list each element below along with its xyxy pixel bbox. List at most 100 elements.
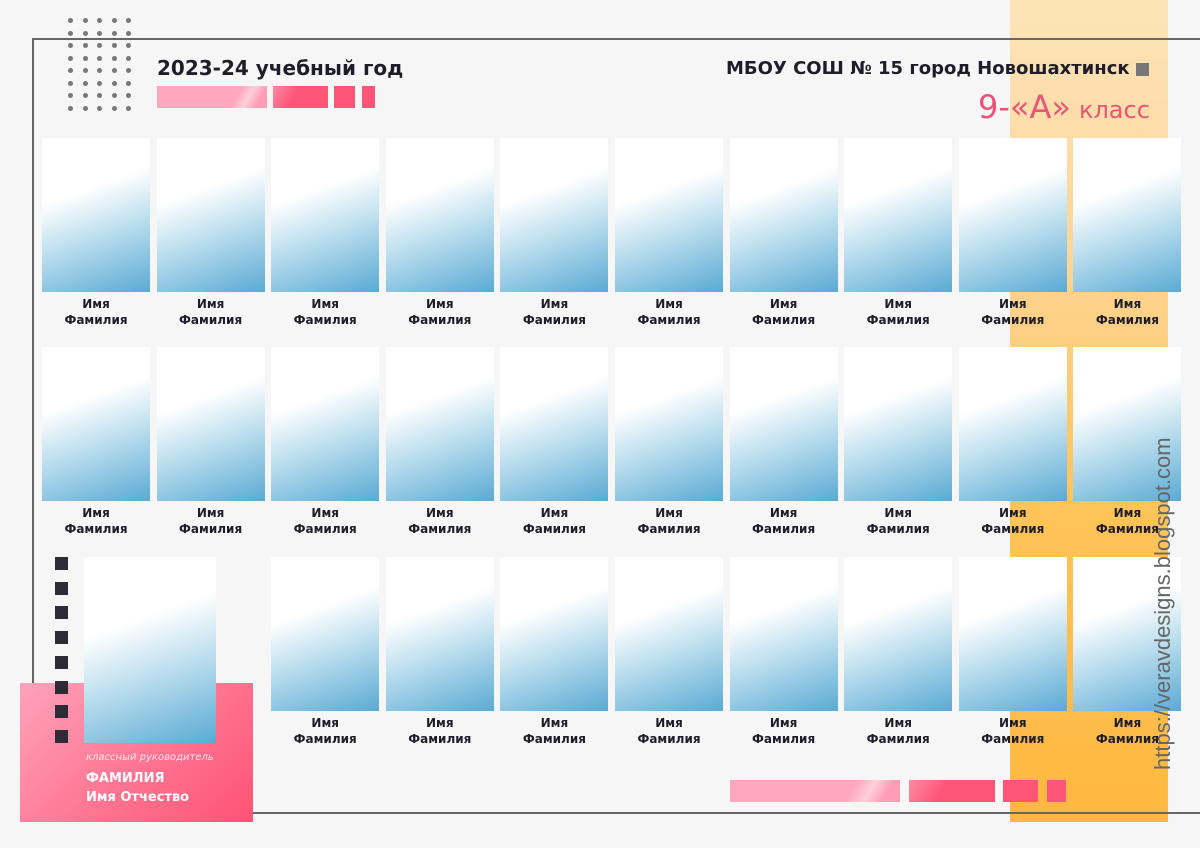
student-photo-placeholder[interactable] <box>1073 347 1182 501</box>
student-photo-placeholder[interactable] <box>385 347 494 501</box>
student-photo-placeholder[interactable] <box>729 557 838 711</box>
school-name-text: МБОУ СОШ № 15 город Новошахтинск <box>726 58 1130 79</box>
student-first-name: Имя <box>655 506 683 520</box>
student-photo-placeholder[interactable] <box>271 138 380 292</box>
dark-square-marker <box>55 705 68 719</box>
teacher-role: классный руководитель <box>86 752 214 763</box>
student-name: Имя Фамилия <box>157 505 265 537</box>
student-last-name: Фамилия <box>179 522 243 536</box>
student-photo-placeholder[interactable] <box>844 347 953 501</box>
student-last-name: Фамилия <box>293 732 357 746</box>
dot <box>111 43 117 48</box>
student-name: Имя Фамилия <box>42 505 150 537</box>
dot <box>126 55 131 61</box>
decor-bar <box>730 780 900 802</box>
student-name: Имя Фамилия <box>730 296 838 328</box>
student-name: Имя Фамилия <box>1073 296 1181 328</box>
dot <box>126 80 131 86</box>
student-last-name: Фамилия <box>293 313 357 327</box>
student-photo-placeholder[interactable] <box>958 347 1067 501</box>
student-name: Имя Фамилия <box>959 505 1067 537</box>
student-photo-placeholder[interactable] <box>500 557 609 711</box>
student-last-name: Фамилия <box>637 313 701 327</box>
student-photo-placeholder[interactable] <box>271 557 380 711</box>
student-first-name: Имя <box>540 716 569 730</box>
student-first-name: Имя <box>1113 297 1142 311</box>
student-photo-placeholder[interactable] <box>156 138 265 292</box>
dot <box>126 43 131 48</box>
student-photo-placeholder[interactable] <box>1073 138 1182 292</box>
dot <box>97 80 102 86</box>
dot <box>82 18 88 23</box>
decor-bar <box>909 780 995 802</box>
dot <box>68 105 73 111</box>
student-photo-placeholder[interactable] <box>500 138 609 292</box>
dot <box>111 93 117 98</box>
student-last-name: Фамилия <box>981 732 1045 746</box>
student-photo-placeholder[interactable] <box>42 138 150 292</box>
student-name: Имя Фамилия <box>615 505 723 537</box>
student-first-name: Имя <box>82 297 110 311</box>
student-photo-placeholder[interactable] <box>844 138 953 292</box>
student-photo-placeholder[interactable] <box>844 557 953 711</box>
student-photo-placeholder[interactable] <box>729 138 838 292</box>
student-name: Имя Фамилия <box>730 505 838 537</box>
dot <box>126 93 131 98</box>
student-photo-placeholder[interactable] <box>958 557 1067 711</box>
student-photo-placeholder[interactable] <box>615 557 723 711</box>
dark-square-marker <box>55 581 68 595</box>
student-name: Имя Фамилия <box>271 296 379 328</box>
student-photo-placeholder[interactable] <box>156 347 265 501</box>
dot <box>97 93 102 98</box>
student-photo-placeholder[interactable] <box>615 347 723 501</box>
student-name: Имя Фамилия <box>157 296 265 328</box>
student-last-name: Фамилия <box>64 313 128 327</box>
dot <box>82 105 88 111</box>
student-first-name: Имя <box>540 297 569 311</box>
teacher-photo-placeholder[interactable] <box>84 557 216 743</box>
student-first-name: Имя <box>426 297 454 311</box>
dot <box>97 30 102 36</box>
student-last-name: Фамилия <box>408 522 472 536</box>
square-icon <box>1135 62 1149 76</box>
student-first-name: Имя <box>769 297 798 311</box>
dot <box>97 55 102 61</box>
student-last-name: Фамилия <box>293 522 357 536</box>
student-last-name: Фамилия <box>1095 313 1159 327</box>
class-number: 9-«А» <box>978 88 1071 126</box>
student-last-name: Фамилия <box>866 522 930 536</box>
student-last-name: Фамилия <box>866 313 930 327</box>
dot <box>82 55 88 61</box>
student-photo-placeholder[interactable] <box>42 347 150 501</box>
student-first-name: Имя <box>884 297 912 311</box>
student-last-name: Фамилия <box>752 522 816 536</box>
student-last-name: Фамилия <box>64 522 128 536</box>
dot <box>111 105 117 111</box>
student-photo-placeholder[interactable] <box>729 347 838 501</box>
student-last-name: Фамилия <box>866 732 930 746</box>
student-photo-placeholder[interactable] <box>500 347 609 501</box>
student-photo-placeholder[interactable] <box>271 347 380 501</box>
student-first-name: Имя <box>884 506 912 520</box>
student-last-name: Фамилия <box>981 313 1045 327</box>
student-photo-placeholder[interactable] <box>615 138 723 292</box>
student-first-name: Имя <box>769 716 798 730</box>
teacher-first-names: Имя Отчество <box>86 790 190 805</box>
dark-square-marker <box>55 680 68 694</box>
page-frame <box>32 38 1200 814</box>
student-photo-placeholder[interactable] <box>385 138 494 292</box>
student-photo-placeholder[interactable] <box>958 138 1067 292</box>
student-last-name: Фамилия <box>981 522 1045 536</box>
student-name: Имя Фамилия <box>615 296 723 328</box>
student-photo-placeholder[interactable] <box>385 557 494 711</box>
dark-square-marker <box>55 557 68 570</box>
class-word: класс <box>1078 96 1150 124</box>
dot <box>126 18 131 23</box>
student-name: Имя Фамилия <box>271 505 379 537</box>
student-name: Имя Фамилия <box>386 296 494 328</box>
dot <box>68 30 73 36</box>
student-first-name: Имя <box>1113 716 1142 730</box>
student-photo-placeholder[interactable] <box>1073 557 1182 711</box>
student-name: Имя Фамилия <box>42 296 150 328</box>
dot <box>97 68 102 73</box>
